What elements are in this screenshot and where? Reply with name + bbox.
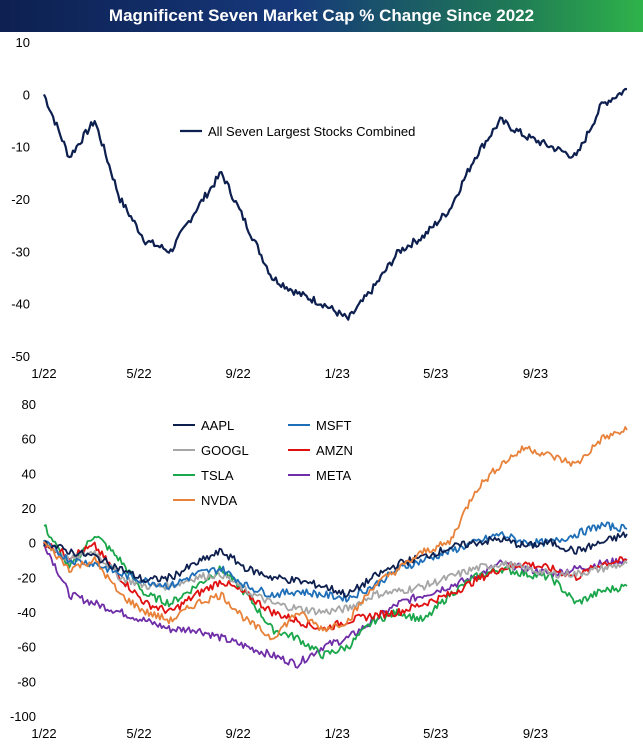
bottom-x-tick-label: 1/23	[325, 726, 350, 741]
bottom-x-tick-label: 5/23	[423, 726, 448, 741]
top-y-tick-label: -50	[11, 349, 30, 364]
bottom-y-tick-label: 60	[22, 432, 36, 447]
top-series-lines	[43, 87, 628, 321]
bottom-x-tick-label: 9/22	[225, 726, 250, 741]
bottom-series-aapl-line	[43, 531, 628, 598]
top-x-tick-label: 1/22	[31, 366, 56, 381]
top-y-axis-ticks: 10 0 -10 -20 -30 -40 -50	[11, 35, 30, 364]
legend-label-amzn: AMZN	[316, 443, 353, 458]
top-legend-label: All Seven Largest Stocks Combined	[208, 124, 415, 139]
bottom-y-tick-label: -60	[17, 640, 36, 655]
top-chart: 10 0 -10 -20 -30 -40 -50 1/22 5/22 9/22 1/23 5/23 9…	[11, 35, 628, 381]
bottom-y-tick-label: -40	[17, 605, 36, 620]
bottom-x-tick-label: 1/22	[31, 726, 56, 741]
bottom-x-tick-label: 5/22	[126, 726, 151, 741]
bottom-series-googl-line	[43, 540, 628, 616]
legend-label-tsla: TSLA	[201, 468, 234, 483]
top-y-tick-label: 10	[16, 35, 30, 50]
chart-title-banner: Magnificent Seven Market Cap % Change Si…	[0, 0, 643, 32]
bottom-series-tsla-line	[43, 524, 628, 660]
bottom-series-meta-line	[43, 542, 628, 669]
top-x-axis-ticks: 1/22 5/22 9/22 1/23 5/23 9/23	[31, 366, 548, 381]
bottom-y-tick-label: 80	[22, 397, 36, 412]
legend-label-msft: MSFT	[316, 418, 351, 433]
top-series-all-seven-largest-stocks-combined-line	[43, 87, 628, 321]
bottom-legend: AAPL MSFT GOOGL AMZN TSLA META NVDA	[173, 418, 353, 508]
top-y-tick-label: -20	[11, 192, 30, 207]
bottom-series-lines	[43, 426, 628, 669]
top-legend: All Seven Largest Stocks Combined	[180, 124, 415, 139]
bottom-y-tick-label: 40	[22, 466, 36, 481]
bottom-series-amzn-line	[43, 541, 628, 632]
bottom-y-tick-label: -80	[17, 674, 36, 689]
bottom-y-axis-ticks: 80 60 40 20 0 -20 -40 -60 -80 -100	[10, 397, 36, 724]
bottom-series-nvda-line	[43, 426, 628, 641]
bottom-y-tick-label: 20	[22, 501, 36, 516]
legend-label-googl: GOOGL	[201, 443, 249, 458]
legend-label-nvda: NVDA	[201, 493, 237, 508]
top-y-tick-label: 0	[23, 87, 30, 102]
top-y-tick-label: -30	[11, 244, 30, 259]
legend-label-meta: META	[316, 468, 351, 483]
bottom-y-tick-label: -20	[17, 570, 36, 585]
bottom-x-axis-ticks: 1/22 5/22 9/22 1/23 5/23 9/23	[31, 726, 548, 741]
bottom-x-tick-label: 9/23	[523, 726, 548, 741]
top-x-tick-label: 9/23	[523, 366, 548, 381]
top-y-tick-label: -40	[11, 297, 30, 312]
top-x-tick-label: 9/22	[225, 366, 250, 381]
legend-label-aapl: AAPL	[201, 418, 234, 433]
top-y-tick-label: -10	[11, 140, 30, 155]
top-x-tick-label: 1/23	[325, 366, 350, 381]
bottom-y-tick-label: 0	[29, 536, 36, 551]
top-x-tick-label: 5/22	[126, 366, 151, 381]
top-x-tick-label: 5/23	[423, 366, 448, 381]
bottom-y-tick-label: -100	[10, 709, 36, 724]
bottom-series-msft-line	[43, 521, 628, 603]
